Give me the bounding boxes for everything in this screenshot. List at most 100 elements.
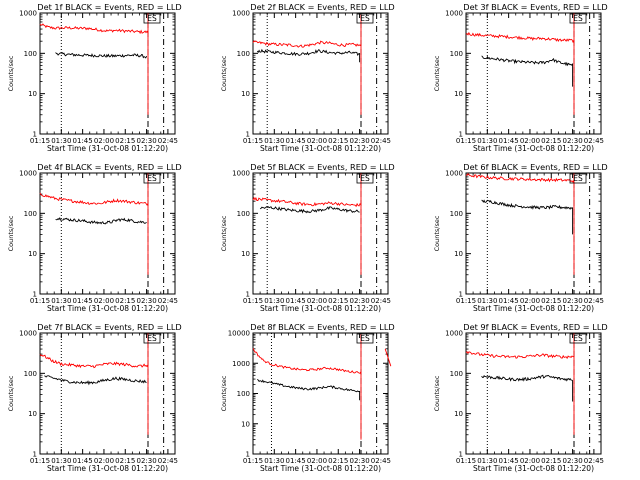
plot-frame <box>465 332 602 455</box>
y-axis-label: Counts/sec <box>7 375 15 411</box>
events-series-line <box>44 375 147 386</box>
x-axis-label: Start Time (31-Oct-08 01:12:20) <box>47 304 168 313</box>
x-tick-label: 01:15 <box>456 457 476 465</box>
es-annotation-box <box>569 13 587 24</box>
x-tick-label: 01:15 <box>30 297 50 305</box>
y-axis-label: Counts/sec <box>220 375 228 411</box>
events-series-line <box>481 199 574 235</box>
y-tick-label: 10 <box>28 90 37 98</box>
y-tick-label: 100 <box>24 210 37 218</box>
y-tick-label: 10 <box>454 410 463 418</box>
plot-frame <box>39 332 176 455</box>
x-tick-label: 01:15 <box>243 137 263 145</box>
x-tick-label: 02:15 <box>328 137 348 145</box>
x-tick-label: 02:45 <box>371 457 391 465</box>
y-tick-label: 1 <box>33 451 37 459</box>
es-annotation: ES <box>360 334 370 343</box>
x-tick-label: 02:15 <box>115 137 135 145</box>
x-tick-label: 02:45 <box>584 457 604 465</box>
x-tick-label: 02:30 <box>349 457 369 465</box>
x-tick-label: 02:00 <box>520 297 540 305</box>
x-tick-label: 02:30 <box>136 137 156 145</box>
y-axis-label: Counts/sec <box>433 55 441 91</box>
x-tick-label: 01:15 <box>243 457 263 465</box>
events-series-line <box>259 206 360 214</box>
x-tick-label: 01:45 <box>286 137 306 145</box>
x-axis-label: Start Time (31-Oct-08 01:12:20) <box>260 144 381 153</box>
es-annotation: ES <box>573 174 583 183</box>
y-tick-label: 10 <box>241 250 250 258</box>
plot-frame <box>39 12 176 135</box>
x-tick-label: 01:45 <box>499 297 519 305</box>
events-series-line <box>55 51 148 59</box>
y-tick-label: 100 <box>24 370 37 378</box>
es-annotation: ES <box>360 14 370 23</box>
x-axis-label: Start Time (31-Oct-08 01:12:20) <box>473 464 594 473</box>
lld-series-line <box>465 333 575 435</box>
x-tick-label: 02:00 <box>94 297 114 305</box>
x-tick-label: 02:45 <box>584 297 604 305</box>
plot-frame <box>465 12 602 135</box>
y-tick-label: 100 <box>450 210 463 218</box>
x-tick-label: 02:00 <box>307 457 327 465</box>
x-tick-label: 02:15 <box>541 297 561 305</box>
y-tick-label: 1 <box>246 131 250 139</box>
lld-series-line <box>384 348 392 367</box>
y-tick-label: 1000 <box>445 10 463 18</box>
chart-title: Det 3f BLACK = Events, RED = LLD <box>463 2 607 12</box>
y-tick-label: 100 <box>450 50 463 58</box>
x-tick-label: 02:00 <box>307 297 327 305</box>
x-axis-label: Start Time (31-Oct-08 01:12:20) <box>260 304 381 313</box>
y-tick-label: 1000 <box>232 10 250 18</box>
y-tick-label: 100 <box>237 210 250 218</box>
x-tick-label: 01:45 <box>73 297 93 305</box>
chart-title: Det 7f BLACK = Events, RED = LLD <box>37 322 181 332</box>
x-tick-label: 01:30 <box>51 137 71 145</box>
y-axis-label: Counts/sec <box>433 215 441 251</box>
es-annotation: ES <box>147 14 157 23</box>
x-tick-label: 01:15 <box>456 297 476 305</box>
x-axis-label: Start Time (31-Oct-08 01:12:20) <box>47 464 168 473</box>
y-tick-label: 10 <box>241 90 250 98</box>
y-tick-label: 100 <box>450 370 463 378</box>
y-tick-label: 1 <box>246 291 250 299</box>
plot-frame <box>39 172 176 295</box>
x-tick-label: 02:15 <box>328 297 348 305</box>
x-tick-label: 02:45 <box>371 297 391 305</box>
lld-series-line <box>252 334 362 440</box>
x-tick-label: 02:00 <box>94 137 114 145</box>
x-tick-label: 01:15 <box>30 457 50 465</box>
lld-series-line <box>465 173 575 275</box>
y-tick-label: 100 <box>24 50 37 58</box>
x-tick-label: 01:45 <box>73 137 93 145</box>
y-tick-label: 1000 <box>19 170 37 178</box>
y-tick-label: 100 <box>237 390 250 398</box>
chart-title: Det 9f BLACK = Events, RED = LLD <box>463 322 607 332</box>
x-axis-label: Start Time (31-Oct-08 01:12:20) <box>473 304 594 313</box>
x-tick-label: 02:45 <box>158 297 178 305</box>
y-tick-label: 100 <box>237 50 250 58</box>
x-tick-label: 01:30 <box>477 457 497 465</box>
y-tick-label: 1000 <box>445 170 463 178</box>
lld-series-line <box>39 13 149 115</box>
x-tick-label: 01:45 <box>499 137 519 145</box>
events-series-line <box>481 55 574 87</box>
y-tick-label: 1000 <box>19 10 37 18</box>
plot-frame <box>465 172 602 295</box>
x-tick-label: 02:15 <box>541 137 561 145</box>
y-tick-label: 10 <box>28 250 37 258</box>
x-tick-label: 01:15 <box>456 137 476 145</box>
y-tick-label: 1 <box>459 131 463 139</box>
events-series-line <box>481 374 574 402</box>
es-annotation: ES <box>360 174 370 183</box>
y-tick-label: 1 <box>459 291 463 299</box>
y-tick-label: 10 <box>28 410 37 418</box>
y-tick-label: 10000 <box>228 330 250 338</box>
y-tick-label: 1000 <box>232 360 250 368</box>
x-tick-label: 01:30 <box>477 137 497 145</box>
plot-frame <box>252 12 389 135</box>
plot-frame <box>252 332 389 455</box>
es-annotation-box <box>569 333 587 344</box>
y-tick-label: 10 <box>454 90 463 98</box>
x-tick-label: 01:30 <box>477 297 497 305</box>
